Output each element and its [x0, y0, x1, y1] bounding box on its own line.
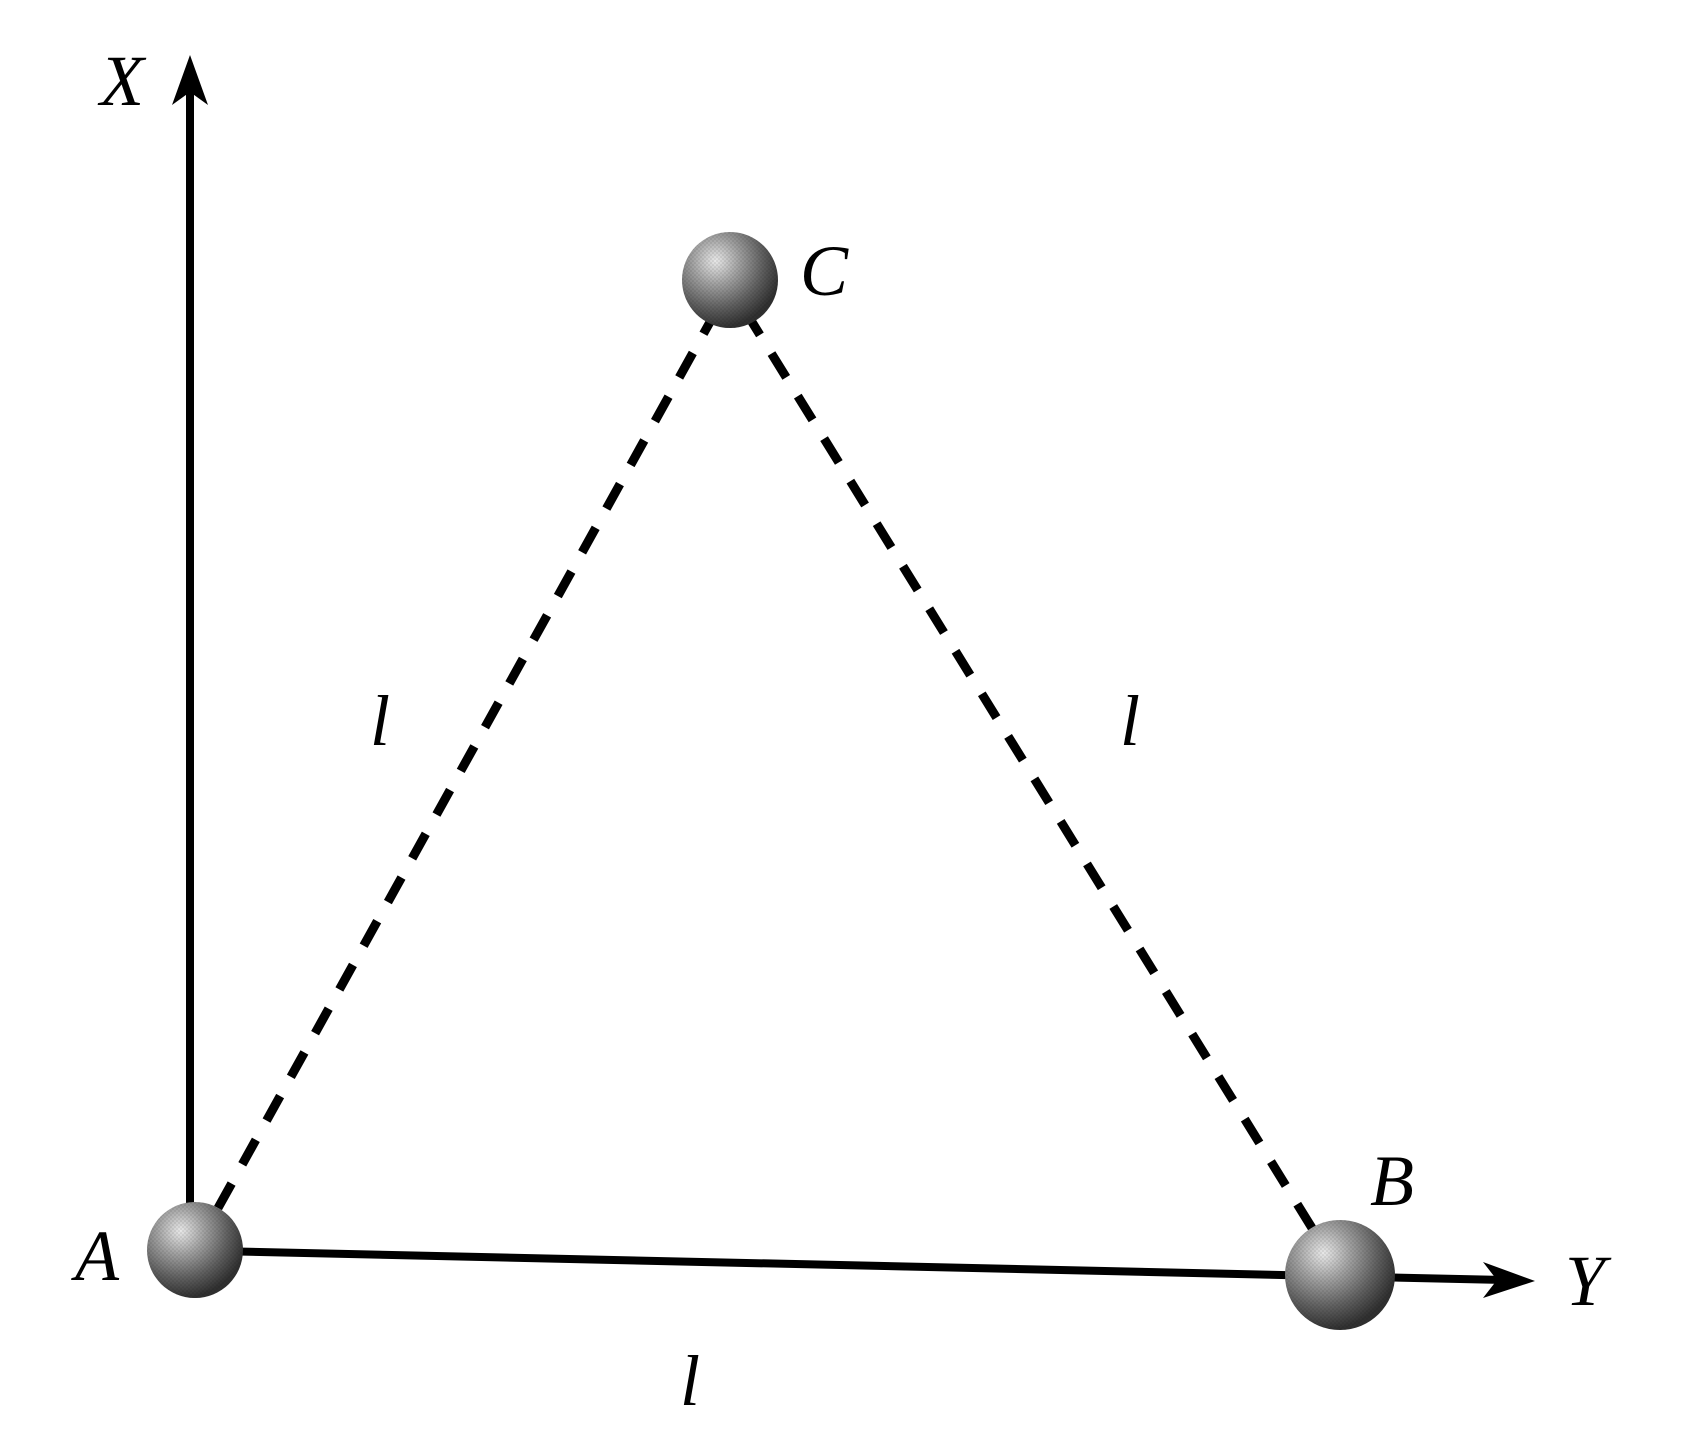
vertex-c-label: C [800, 230, 848, 313]
vertex-c-sphere [682, 232, 778, 328]
vertex-b-sphere [1285, 1220, 1395, 1330]
vertex-a-label: A [75, 1215, 119, 1298]
edge-ac [218, 322, 710, 1208]
edge-ab-label: l [680, 1340, 700, 1423]
diagram-svg [0, 0, 1689, 1453]
x-axis-label: X [100, 40, 144, 123]
vertex-a-sphere [147, 1202, 243, 1298]
edge-ac-label: l [370, 680, 390, 763]
vertex-b-label: B [1370, 1140, 1414, 1223]
edge-bc [752, 322, 1312, 1228]
diagram-container: X Y A B C l l l [0, 0, 1689, 1453]
y-axis-label: Y [1565, 1240, 1605, 1323]
edge-bc-label: l [1120, 680, 1140, 763]
